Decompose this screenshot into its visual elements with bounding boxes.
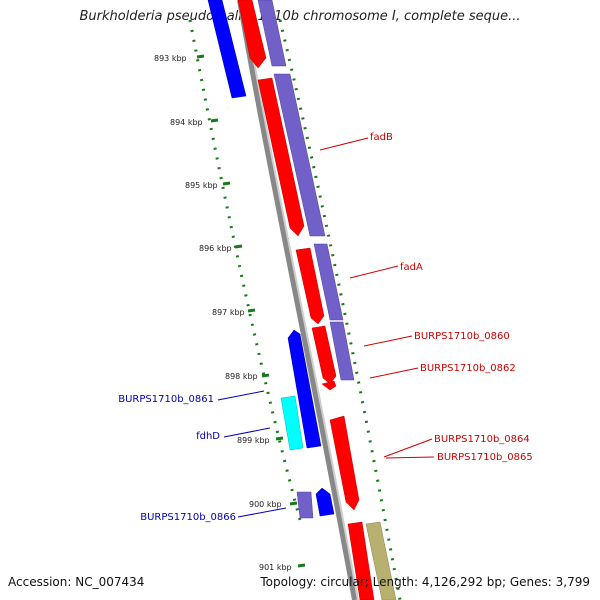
label-fadB: fadB bbox=[370, 132, 393, 143]
gene-fdhD bbox=[280, 395, 304, 451]
callout-lines bbox=[217, 137, 435, 518]
tick-label-900: 900 kbp bbox=[249, 500, 282, 509]
accession-text: Accession: NC_007434 bbox=[8, 575, 145, 589]
label-burps1710b-0862: BURPS1710b_0862 bbox=[420, 363, 516, 374]
gene-upstream-forward bbox=[237, 0, 267, 69]
outer-tick-ring bbox=[278, 19, 402, 600]
major-ticks bbox=[196, 54, 306, 568]
gene-burps1710b-0866-blue bbox=[315, 487, 335, 517]
gene-upstream-reverse bbox=[207, 0, 247, 99]
gene-khaki bbox=[365, 521, 397, 600]
gene-downstream-forward bbox=[347, 521, 375, 600]
tick-label-898: 898 kbp bbox=[225, 372, 258, 381]
label-burps1710b-0861: BURPS1710b_0861 bbox=[118, 394, 214, 405]
gene-fadA bbox=[295, 247, 325, 325]
tick-label-894: 894 kbp bbox=[170, 118, 203, 127]
tick-label-895: 895 kbp bbox=[185, 181, 218, 190]
backbone bbox=[237, 0, 358, 600]
backbone-shadow bbox=[242, 0, 359, 600]
tick-label-893: 893 kbp bbox=[154, 54, 187, 63]
summary-text: Topology: circular; Length: 4,126,292 bp… bbox=[260, 575, 590, 589]
label-burps1710b-0865: BURPS1710b_0865 bbox=[437, 452, 533, 463]
gene-burps1710b-0861 bbox=[287, 329, 322, 449]
label-burps1710b-0864: BURPS1710b_0864 bbox=[434, 434, 530, 445]
tick-label-899: 899 kbp bbox=[237, 436, 270, 445]
gene-burps1710b-0862 bbox=[321, 380, 337, 391]
label-fdhD: fdhD bbox=[196, 431, 220, 442]
gene-burps1710b-0860 bbox=[311, 325, 337, 385]
cds-track bbox=[257, 0, 355, 519]
gene-burps1710b-0864 bbox=[329, 415, 360, 511]
label-fadA: fadA bbox=[400, 262, 423, 273]
tick-label-896: 896 kbp bbox=[199, 244, 232, 253]
label-burps1710b-0860: BURPS1710b_0860 bbox=[414, 331, 510, 342]
tick-label-901: 901 kbp bbox=[259, 563, 292, 572]
gene-fadB bbox=[257, 77, 305, 237]
label-burps1710b-0866: BURPS1710b_0866 bbox=[140, 512, 236, 523]
tick-label-897: 897 kbp bbox=[212, 308, 245, 317]
